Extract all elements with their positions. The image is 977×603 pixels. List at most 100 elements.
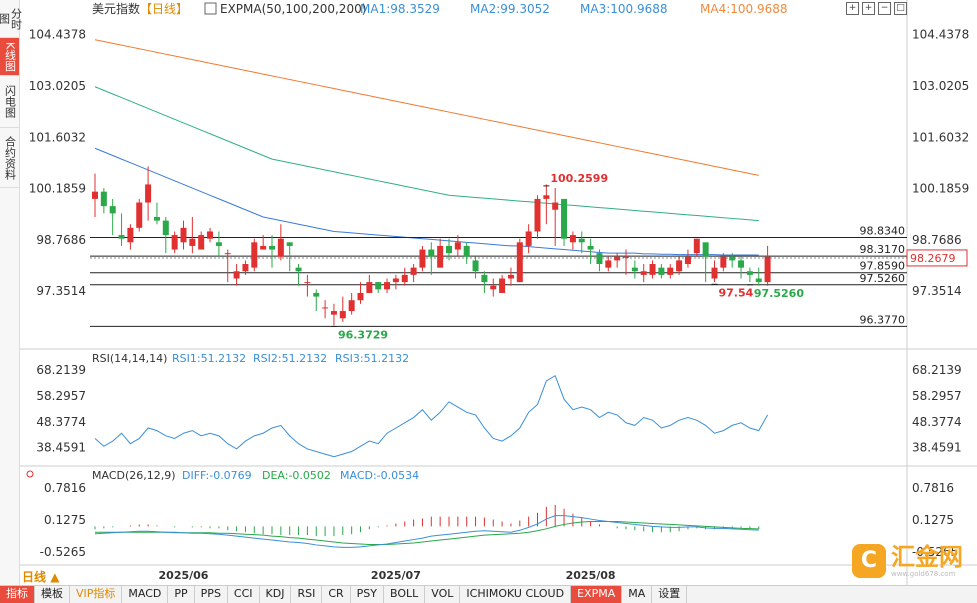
candle-body bbox=[118, 235, 125, 239]
candle-body bbox=[189, 238, 196, 246]
y-tick-label: 98.7686 bbox=[36, 233, 86, 247]
sidebar-item-contract[interactable]: 合约资料 bbox=[0, 128, 19, 188]
candle-body bbox=[561, 198, 568, 239]
candle-body bbox=[109, 206, 116, 214]
expand-icon[interactable]: □ bbox=[894, 2, 907, 15]
candle-body bbox=[499, 278, 506, 293]
tab-模板[interactable]: 模板 bbox=[35, 586, 70, 603]
price-annotation: 97.54 bbox=[719, 286, 754, 299]
chart-toolbar: + + − □ bbox=[846, 2, 907, 15]
candle-body bbox=[729, 256, 736, 261]
tab-pps[interactable]: PPS bbox=[195, 586, 228, 603]
tab-expma[interactable]: EXPMA bbox=[571, 586, 623, 603]
tab-psy[interactable]: PSY bbox=[351, 586, 385, 603]
candle-body bbox=[277, 238, 284, 257]
level-label: 98.3170 bbox=[860, 243, 906, 256]
sidebar-item-kline[interactable]: K线图 bbox=[0, 38, 19, 76]
candle-body bbox=[180, 227, 187, 243]
tab-macd[interactable]: MACD bbox=[122, 586, 169, 603]
rsi-y-tick: 48.3774 bbox=[36, 415, 86, 429]
candle-body bbox=[569, 235, 576, 243]
rsi-title: RSI(14,14,14) bbox=[92, 352, 167, 365]
tab-ichimoku-cloud[interactable]: ICHIMOKU CLOUD bbox=[460, 586, 572, 603]
chart-canvas[interactable]: 美元指数 【日线】 EXPMA(50,100,200,200)MA1:98.3529… bbox=[0, 0, 977, 585]
candle-body bbox=[304, 282, 311, 284]
level-label: 96.3770 bbox=[860, 313, 906, 326]
price-annotation: 100.2599 bbox=[550, 172, 608, 185]
macd-title: MACD(26,12,9) bbox=[92, 469, 176, 482]
zoom-in-icon[interactable]: + bbox=[862, 2, 875, 15]
x-tick-label: 2025/08 bbox=[566, 569, 616, 582]
candle-body bbox=[437, 245, 444, 268]
candle-body bbox=[755, 278, 762, 283]
candle-body bbox=[207, 231, 214, 239]
crosshair-icon[interactable]: + bbox=[846, 2, 859, 15]
candle-body bbox=[446, 245, 452, 254]
zoom-out-icon[interactable]: − bbox=[878, 2, 891, 15]
candle-body bbox=[658, 267, 665, 275]
x-tick-label: 2025/07 bbox=[371, 569, 421, 582]
candle-body bbox=[640, 271, 647, 275]
tab-vip指标[interactable]: VIP指标 bbox=[70, 586, 123, 603]
indicator-tab-bar: 指标 模板 VIP指标 MACD PP PPS CCI KDJ RSI CR PSY BOLL VOL I… bbox=[0, 585, 977, 603]
candle-body bbox=[516, 242, 523, 283]
rsi-y-tick: 38.4591 bbox=[36, 441, 86, 455]
macd-legend: DEA:-0.0502 bbox=[262, 469, 331, 482]
tab-ma[interactable]: MA bbox=[622, 586, 653, 603]
candle-body bbox=[127, 227, 134, 243]
tab-kdj[interactable]: KDJ bbox=[260, 586, 292, 603]
y-tick-label: 103.0205 bbox=[29, 79, 86, 93]
tab-rsi[interactable]: RSI bbox=[291, 586, 323, 603]
period-selector[interactable]: 日线 ▲ bbox=[22, 570, 60, 584]
macd-y-tick: 0.7816 bbox=[912, 481, 954, 495]
y-tick-label: 101.6032 bbox=[912, 130, 969, 144]
candle-body bbox=[614, 256, 621, 261]
candle-body bbox=[738, 260, 745, 268]
tab-cr[interactable]: CR bbox=[322, 586, 351, 603]
ma-label: MA2:99.3052 bbox=[470, 2, 550, 16]
macd-y-tick: 0.1275 bbox=[44, 513, 86, 527]
dea-line bbox=[95, 521, 759, 545]
candle-body bbox=[286, 242, 293, 246]
diff-line bbox=[94, 515, 759, 548]
tab-指标[interactable]: 指标 bbox=[0, 586, 35, 603]
macd-legend: DIFF:-0.0769 bbox=[182, 469, 252, 482]
candle-body bbox=[384, 282, 391, 290]
candle-body bbox=[472, 260, 479, 272]
y-tick-label: 103.0205 bbox=[912, 79, 969, 93]
macd-settings-icon bbox=[26, 470, 34, 478]
candle-body bbox=[260, 245, 267, 250]
level-label: 97.5260 bbox=[860, 272, 906, 285]
rsi-y-tick: 58.2957 bbox=[912, 389, 962, 403]
candle-body bbox=[153, 216, 160, 221]
sidebar-item-flash[interactable]: 闪电图 bbox=[0, 76, 19, 128]
price-annotation: 96.3729 bbox=[338, 329, 388, 342]
candle-body bbox=[649, 264, 656, 275]
tab-boll[interactable]: BOLL bbox=[384, 586, 426, 603]
candle-body bbox=[136, 202, 143, 228]
candle-body bbox=[145, 184, 152, 203]
candle-body bbox=[242, 264, 249, 272]
symbol-name: 美元指数 bbox=[92, 1, 140, 16]
candle-body bbox=[419, 249, 426, 268]
indicator-name: EXPMA(50,100,200,200) bbox=[220, 2, 366, 16]
ma-label: MA4:100.9688 bbox=[700, 2, 788, 16]
logo-mark-icon: C bbox=[852, 544, 886, 578]
macd-y-tick: 0.7816 bbox=[44, 481, 86, 495]
tab-pp[interactable]: PP bbox=[168, 586, 195, 603]
y-tick-label: 104.4378 bbox=[912, 28, 969, 42]
candle-body bbox=[481, 274, 488, 283]
macd-legend: MACD:-0.0534 bbox=[340, 469, 419, 482]
candle-body bbox=[162, 220, 169, 236]
period-tag: 【日线】 bbox=[140, 2, 188, 16]
tab-cci[interactable]: CCI bbox=[228, 586, 260, 603]
candle-body bbox=[100, 191, 107, 207]
ma-label: MA3:100.9688 bbox=[580, 2, 668, 16]
candle-body bbox=[596, 253, 603, 265]
rsi-y-tick: 38.4591 bbox=[912, 441, 962, 455]
y-tick-label: 97.3514 bbox=[36, 284, 86, 298]
candle-body bbox=[720, 256, 727, 268]
tab-vol[interactable]: VOL bbox=[425, 586, 461, 603]
candle-body bbox=[313, 292, 320, 297]
tab-设置[interactable]: 设置 bbox=[652, 586, 688, 603]
